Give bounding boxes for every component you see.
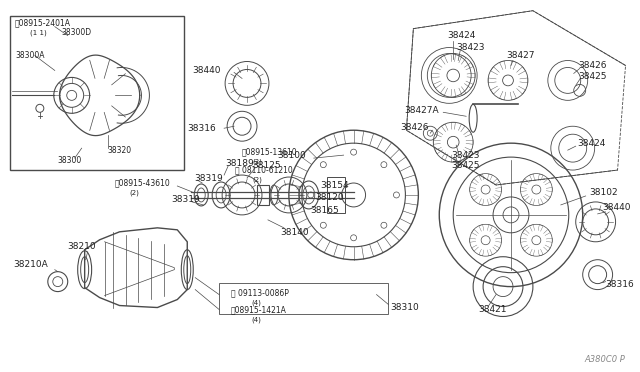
Text: 38316: 38316 bbox=[188, 124, 216, 133]
Text: 38425: 38425 bbox=[451, 161, 480, 170]
Text: 38300: 38300 bbox=[58, 155, 82, 164]
Text: 38319: 38319 bbox=[194, 173, 223, 183]
Text: 38426: 38426 bbox=[400, 123, 428, 132]
Text: Ⓦ08915-1421A: Ⓦ08915-1421A bbox=[231, 305, 287, 314]
Text: 38189: 38189 bbox=[225, 158, 254, 168]
Text: 38421: 38421 bbox=[478, 305, 507, 314]
Text: 38440: 38440 bbox=[193, 66, 221, 75]
Text: 38300D: 38300D bbox=[61, 28, 92, 37]
Text: 38210: 38210 bbox=[68, 242, 97, 251]
Text: 38154: 38154 bbox=[321, 180, 349, 189]
Text: 38424: 38424 bbox=[578, 139, 606, 148]
Text: 38140: 38140 bbox=[280, 228, 308, 237]
Text: Ⓦ08915-2401A: Ⓦ08915-2401A bbox=[15, 18, 71, 27]
Text: Ⓑ 08110-61210: Ⓑ 08110-61210 bbox=[235, 166, 293, 174]
Text: Ⓑ 09113-0086P: Ⓑ 09113-0086P bbox=[231, 288, 289, 297]
Bar bbox=[10, 16, 184, 170]
Text: 38120: 38120 bbox=[316, 193, 344, 202]
Text: (4): (4) bbox=[251, 299, 261, 306]
Bar bbox=[257, 185, 269, 205]
Text: 38125: 38125 bbox=[252, 161, 280, 170]
Text: 38423: 38423 bbox=[451, 151, 480, 160]
Text: Ⓦ08915-43610: Ⓦ08915-43610 bbox=[115, 179, 170, 187]
Text: (2): (2) bbox=[252, 159, 262, 165]
Text: A380C0 P: A380C0 P bbox=[585, 355, 625, 364]
Text: 38320: 38320 bbox=[108, 146, 132, 155]
Text: 38319: 38319 bbox=[172, 195, 200, 205]
Text: (1 1): (1 1) bbox=[30, 29, 47, 36]
Text: (2): (2) bbox=[252, 177, 262, 183]
Text: 38427: 38427 bbox=[506, 51, 534, 60]
Text: 38100: 38100 bbox=[277, 151, 306, 160]
Text: 38424: 38424 bbox=[447, 31, 476, 40]
Text: (4): (4) bbox=[251, 316, 261, 323]
Text: 38425: 38425 bbox=[579, 72, 607, 81]
Text: 38210A: 38210A bbox=[13, 260, 48, 269]
Bar bbox=[219, 283, 388, 314]
Text: 38310: 38310 bbox=[390, 303, 419, 312]
Text: (2): (2) bbox=[129, 190, 140, 196]
Text: 38423: 38423 bbox=[456, 43, 484, 52]
Text: 38165: 38165 bbox=[311, 206, 340, 215]
Text: 38426: 38426 bbox=[579, 61, 607, 70]
Text: 38102: 38102 bbox=[589, 189, 618, 198]
Text: 38427A: 38427A bbox=[404, 106, 439, 115]
Text: 38316: 38316 bbox=[605, 280, 634, 289]
Text: 38440: 38440 bbox=[603, 203, 631, 212]
Text: Ⓦ08915-13610: Ⓦ08915-13610 bbox=[242, 148, 298, 157]
Bar bbox=[326, 177, 345, 213]
Text: 38300A: 38300A bbox=[15, 51, 44, 60]
